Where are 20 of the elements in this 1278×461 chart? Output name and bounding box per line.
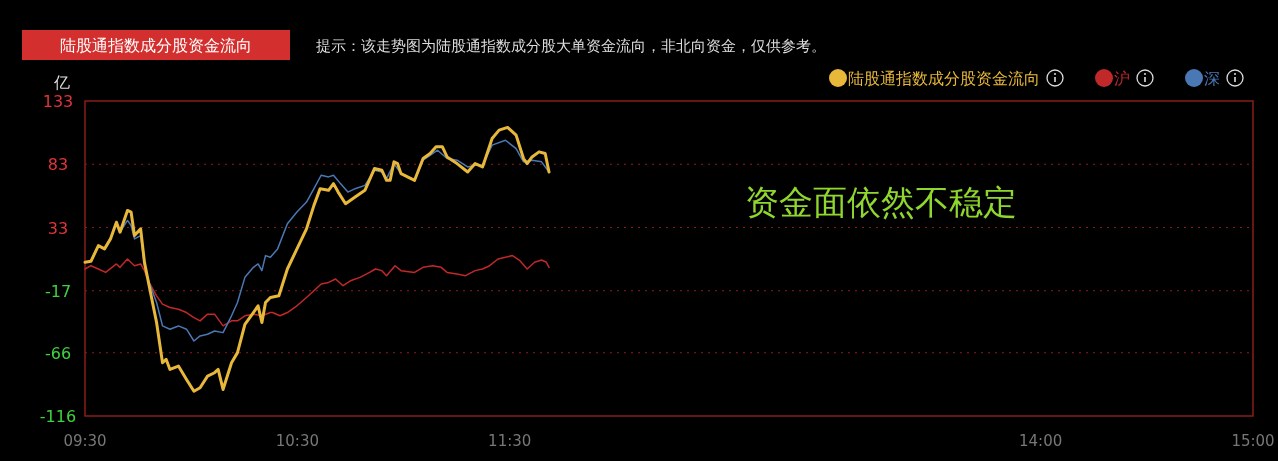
chart-title: 陆股通指数成分股资金流向	[60, 36, 252, 55]
legend-label: 沪	[1114, 69, 1130, 88]
legend-label: 陆股通指数成分股资金流向	[848, 69, 1040, 88]
y-axis-title: 亿	[53, 73, 70, 92]
x-tick-label: 09:30	[63, 432, 107, 450]
text: 提示：该走势图为陆股通指数成分股大单资金流向，非北向资金，仅供参考。	[316, 37, 826, 55]
y-tick-label: -17	[44, 281, 72, 301]
y-tick-label: 133	[42, 92, 74, 111]
line-series	[84, 254, 550, 327]
x-tick-label: 10:30	[275, 432, 319, 450]
x-tick-label: 14:00	[1019, 432, 1063, 450]
x-tick-label: 15:00	[1231, 432, 1275, 450]
y-tick-label: 83	[47, 155, 69, 175]
line-series	[83, 125, 551, 393]
annotation: 资金面依然不稳定	[745, 182, 1017, 222]
y-tick-label: 33	[47, 218, 69, 238]
legend-label: 深	[1204, 69, 1220, 88]
x-tick-label: 11:30	[488, 432, 532, 450]
y-tick-label: -116	[39, 407, 77, 426]
y-tick-label: -66	[44, 343, 72, 363]
